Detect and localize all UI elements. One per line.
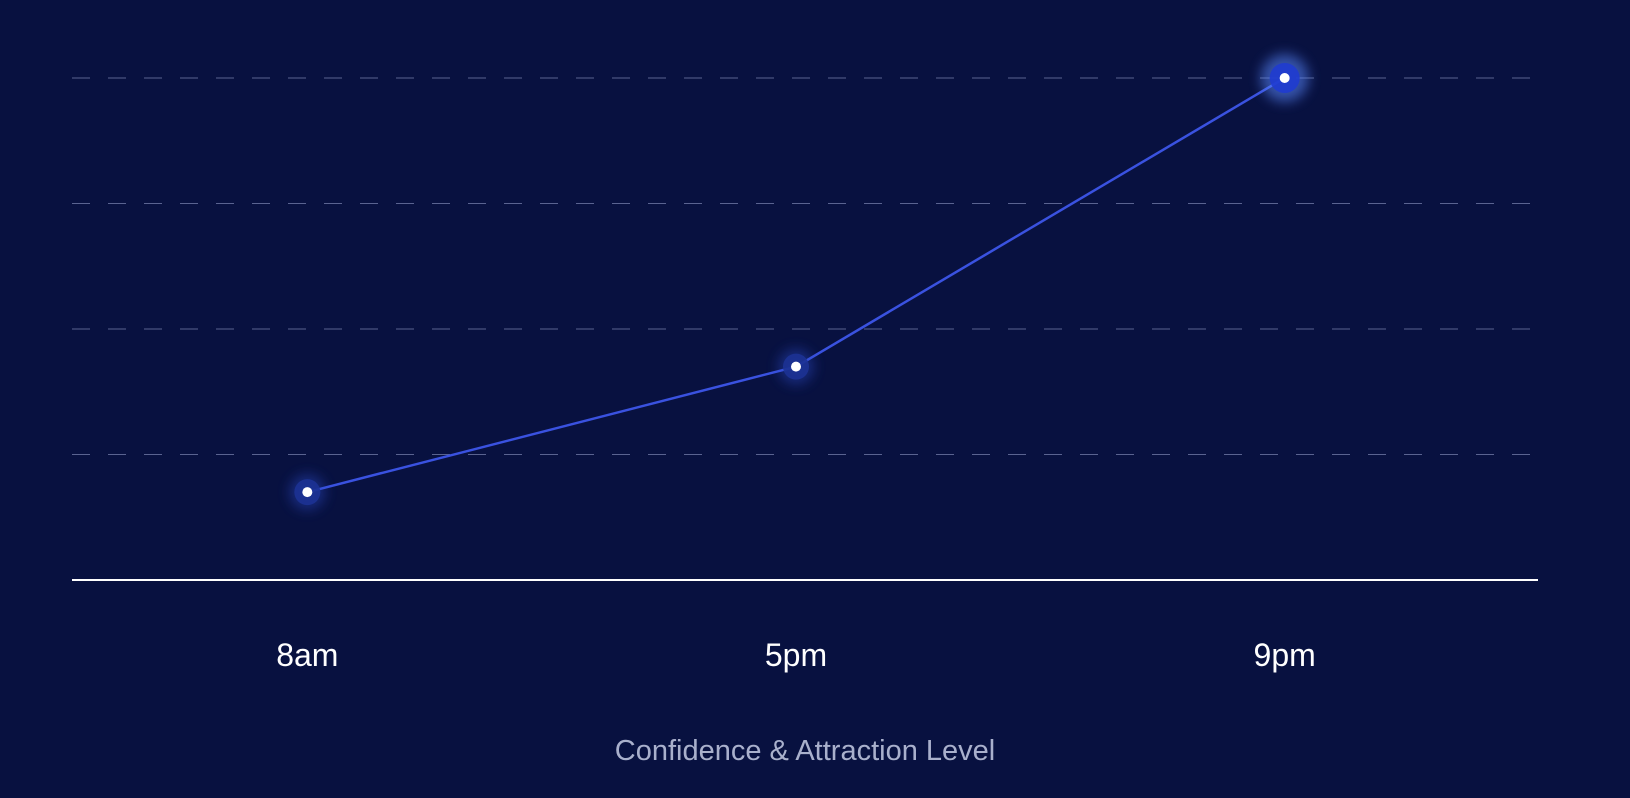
data-points xyxy=(289,54,1309,511)
data-point-9pm xyxy=(1260,54,1309,102)
data-point-8am xyxy=(289,474,326,511)
series-line xyxy=(306,76,1286,494)
x-axis-title: Confidence & Attraction Level xyxy=(615,735,995,767)
data-point-5pm xyxy=(778,348,814,385)
x-tick-label: 9pm xyxy=(1254,637,1316,673)
x-tick-label: 5pm xyxy=(765,637,827,673)
series-line-layer xyxy=(306,76,1286,494)
x-tick-labels: 8am 5pm 9pm xyxy=(276,637,1316,673)
x-tick-label: 8am xyxy=(276,637,338,673)
gridlines xyxy=(72,77,1538,455)
